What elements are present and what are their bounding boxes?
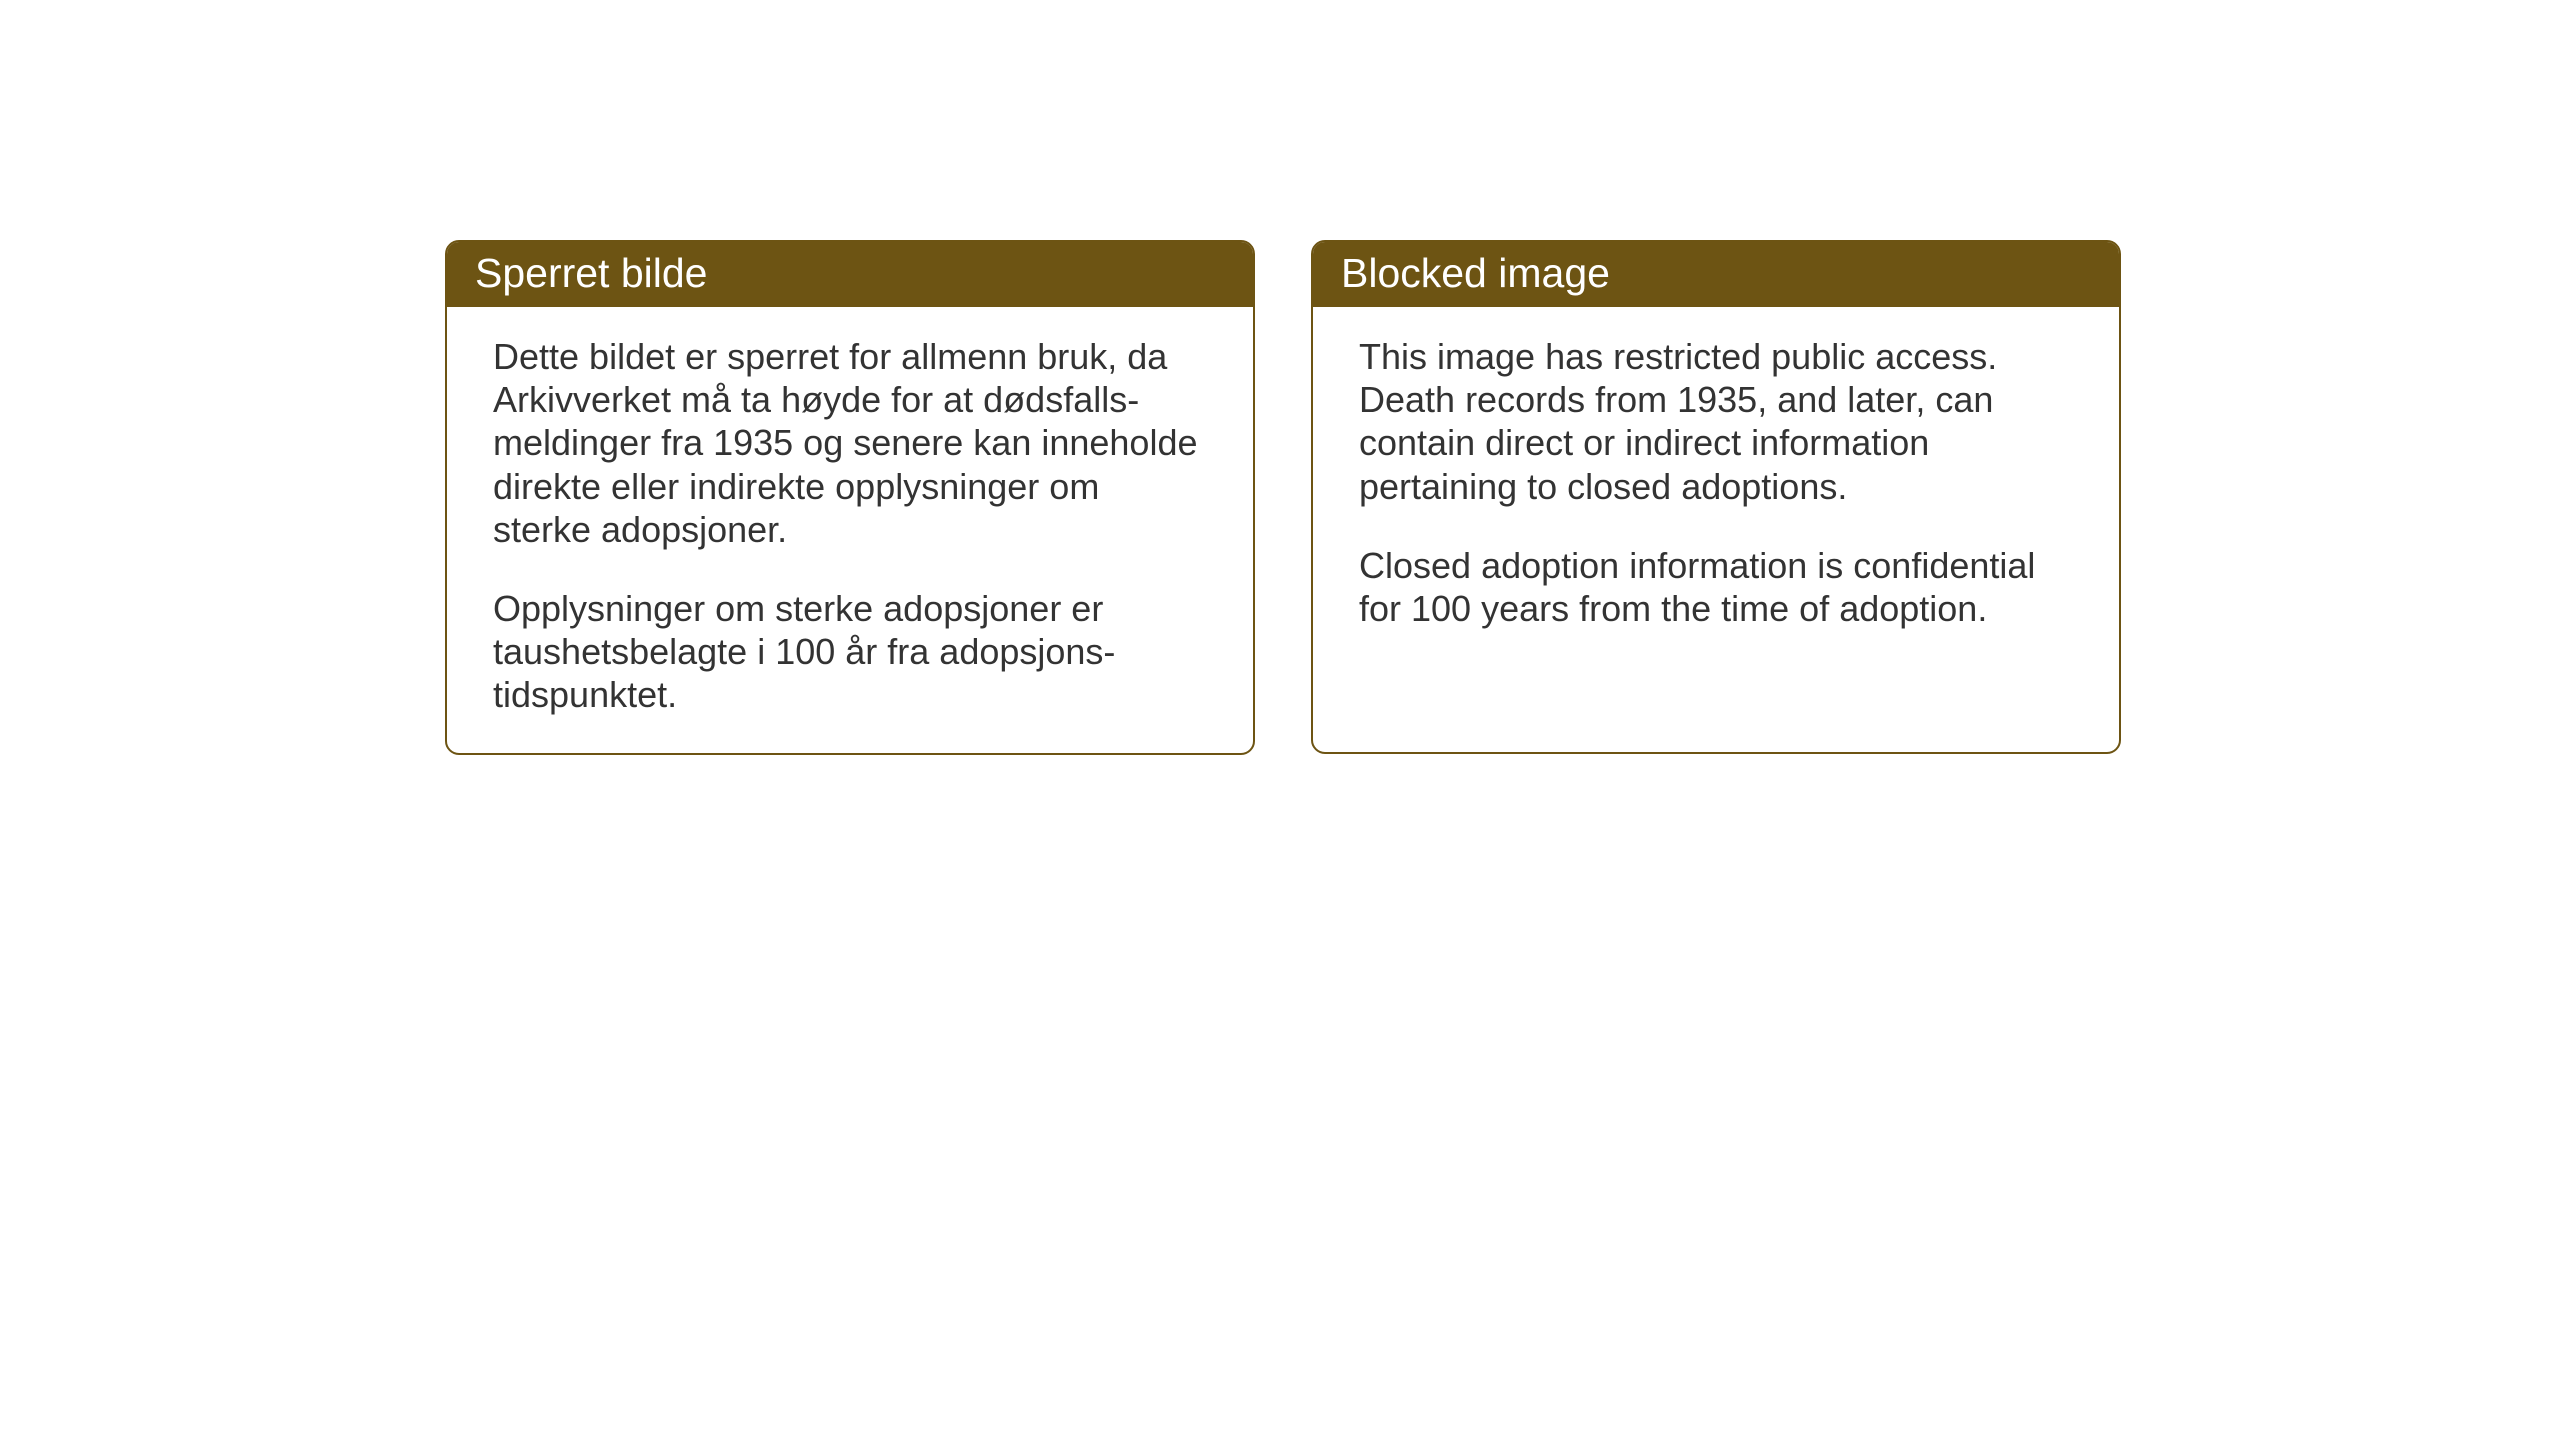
notice-paragraph-1-english: This image has restricted public access.… <box>1359 335 2073 508</box>
card-body-norwegian: Dette bildet er sperret for allmenn bruk… <box>447 307 1253 753</box>
notice-paragraph-2-english: Closed adoption information is confident… <box>1359 544 2073 630</box>
blocked-image-card-english: Blocked image This image has restricted … <box>1311 240 2121 754</box>
card-header-english: Blocked image <box>1313 242 2119 307</box>
notice-paragraph-2-norwegian: Opplysninger om sterke adopsjoner er tau… <box>493 587 1207 717</box>
blocked-image-card-norwegian: Sperret bilde Dette bildet er sperret fo… <box>445 240 1255 755</box>
notice-container: Sperret bilde Dette bildet er sperret fo… <box>445 240 2121 755</box>
card-body-english: This image has restricted public access.… <box>1313 307 2119 666</box>
card-header-norwegian: Sperret bilde <box>447 242 1253 307</box>
notice-paragraph-1-norwegian: Dette bildet er sperret for allmenn bruk… <box>493 335 1207 551</box>
